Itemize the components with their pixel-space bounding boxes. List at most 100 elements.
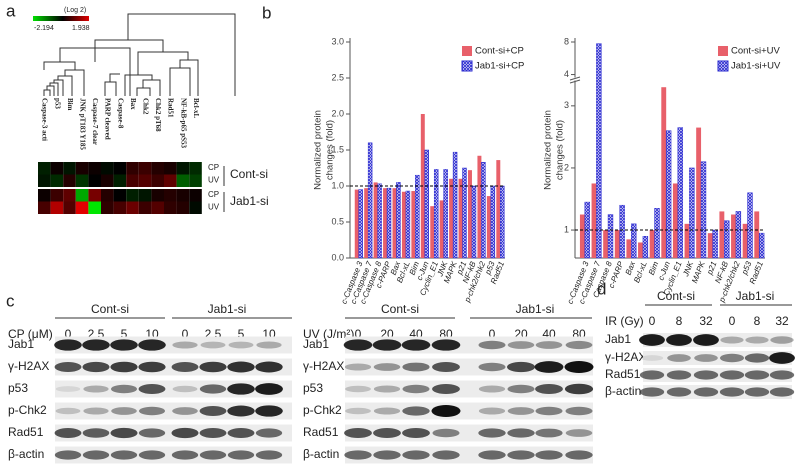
row-label: CP [208, 190, 219, 199]
blot-band [770, 336, 794, 344]
bar [642, 236, 649, 259]
legend-label: Cont-si+UV [731, 46, 780, 57]
scale-title: (Log 2) [64, 7, 86, 14]
lane-label: 0 [489, 327, 496, 341]
blot-band [344, 363, 372, 371]
blot-band [507, 341, 535, 349]
legend-label: Jab1-si+CP [475, 61, 524, 72]
blot-band [227, 383, 255, 395]
protein-label: p53 [8, 381, 28, 395]
blot-band [693, 387, 719, 397]
protein-label: p-Chk2 [303, 403, 342, 417]
blot-band [55, 407, 81, 415]
blot-band [171, 427, 199, 439]
column-label: Bcl-xL [192, 98, 200, 119]
blot-band [345, 385, 371, 393]
blot-band [373, 450, 401, 460]
blot-band [745, 336, 769, 344]
blot-band [200, 341, 226, 349]
blot-band [744, 370, 770, 380]
blot-band [227, 428, 255, 438]
legend-swatch [718, 46, 728, 56]
y-tick-label: 1.0 [331, 180, 344, 190]
bar [626, 239, 632, 258]
blot-band [255, 428, 283, 438]
y-tick-label: 4 [564, 69, 569, 79]
panel-label: c [6, 291, 15, 310]
bar [735, 211, 742, 259]
bar [468, 170, 472, 258]
group-label: Jab1-si [230, 194, 269, 208]
bar [392, 188, 397, 258]
blot-band [744, 387, 770, 397]
blot-band [693, 334, 719, 346]
scale-max: 1.938 [72, 25, 90, 32]
bar [619, 204, 625, 259]
heatmap-cell [88, 189, 101, 202]
blot-band [639, 387, 665, 397]
blot-band [478, 428, 506, 438]
heatmap: Caspase-3 acti p53 Bim JNK pT183 Y185 Caspas… [38, 98, 269, 214]
y-tick-label: 3 [564, 100, 569, 110]
column-label: NF-kB-p65 pS53 [179, 98, 187, 148]
heatmap-cell [126, 189, 139, 202]
bar [700, 161, 707, 259]
blot-band [478, 340, 506, 350]
dendrogram [43, 13, 236, 96]
heatmap-cell [138, 201, 152, 214]
bar [684, 223, 690, 258]
bar [731, 214, 736, 258]
bar [477, 155, 482, 258]
column-label: Caspase-3 acti [41, 98, 49, 141]
column-label: Bim [66, 98, 74, 111]
blot-band [564, 383, 594, 395]
blot-band [172, 407, 198, 415]
heatmap-cell [88, 162, 101, 175]
bar [500, 185, 505, 259]
bar [358, 189, 363, 259]
blot-band [719, 370, 745, 380]
y-tick-label: 1.5 [331, 144, 344, 154]
heatmap-cell [138, 162, 152, 175]
legend-swatch [462, 46, 472, 56]
blot-band [227, 405, 255, 417]
lane-label: 8 [676, 314, 683, 328]
blot-band [744, 353, 770, 363]
bar [396, 182, 401, 259]
blot-band [82, 428, 110, 438]
blot-band [534, 361, 564, 373]
blot-band [138, 384, 166, 394]
blot-band [54, 428, 82, 438]
heatmap-cell [63, 174, 76, 187]
group-label: Jab1-si [736, 289, 775, 303]
bar [364, 188, 369, 258]
bar [607, 214, 614, 259]
y-tick-label: 3.0 [331, 36, 344, 46]
lane-label: 32 [775, 314, 789, 328]
bar [430, 206, 435, 258]
group-label: Cont-si [657, 289, 695, 303]
blot-strip [345, 424, 593, 442]
bar [661, 87, 667, 258]
blot-band [402, 362, 430, 372]
axis-break-mark [569, 79, 581, 84]
blot-band [227, 450, 255, 460]
blot-band [55, 386, 81, 392]
bar [754, 211, 760, 258]
bar [591, 183, 597, 258]
y-axis-label: Normalized protein [543, 110, 554, 190]
lane-label: 0 [649, 314, 656, 328]
legend-label: Cont-si+CP [475, 46, 524, 57]
bar [677, 127, 683, 259]
heatmap-cell [101, 174, 114, 187]
column-label: Caspase-8 [116, 98, 124, 129]
panel-label: b [262, 3, 271, 22]
group-label: Jab1-si [208, 302, 247, 316]
y-axis-label: changes (fold) [325, 120, 336, 180]
blot-band [82, 361, 110, 373]
blot-band [535, 341, 563, 349]
heatmap-cell [151, 162, 164, 175]
heatmap-cell [151, 201, 164, 214]
blot-band [111, 384, 137, 394]
blot-band [199, 450, 227, 460]
